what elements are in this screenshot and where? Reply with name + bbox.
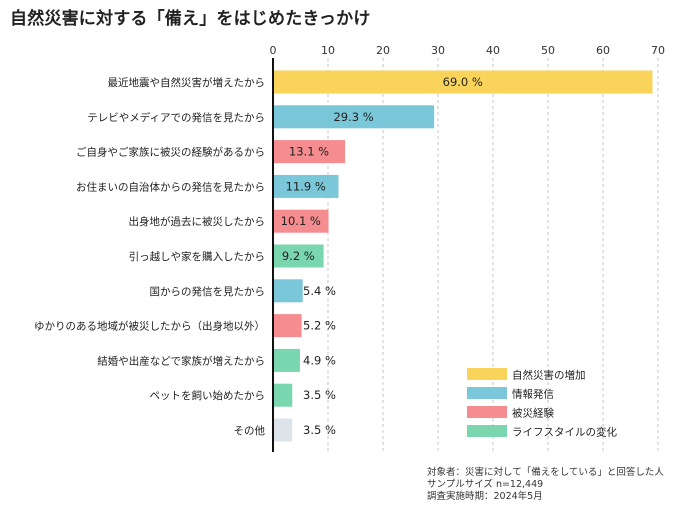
- value-label: 69.0 %: [443, 75, 483, 89]
- x-tick-label: 40: [486, 44, 500, 57]
- value-label: 11.9 %: [286, 179, 326, 193]
- footnote-survey-period: 調査実施時期：2024年5月: [427, 491, 543, 502]
- value-label: 29.3 %: [333, 110, 373, 124]
- x-tick-label: 10: [321, 44, 335, 57]
- value-label: 3.5 %: [303, 423, 336, 437]
- footnote: 対象者：災害に対して「備えをしている」と回答した人 サンプルサイズ n=12,4…: [427, 467, 664, 503]
- x-tick-label: 50: [541, 44, 555, 57]
- category-label: 最近地震や自然災害が増えたから: [108, 76, 266, 89]
- value-label: 5.2 %: [303, 319, 336, 333]
- legend-label: 被災経験: [512, 407, 554, 420]
- legend-swatch: [467, 368, 507, 380]
- bar: [273, 348, 300, 372]
- category-label: テレビやメディアでの発信を見たから: [87, 111, 265, 124]
- footnote-sample-size: サンプルサイズ n=12,449: [427, 479, 544, 490]
- chart-title: 自然災害に対する「備え」をはじめたきっかけ: [10, 9, 371, 29]
- footnote-target: 対象者：災害に対して「備えをしている」と回答した人: [427, 467, 664, 478]
- bar: [273, 174, 339, 198]
- value-label: 5.4 %: [303, 284, 336, 298]
- value-label: 4.9 %: [303, 353, 336, 367]
- legend-swatch: [467, 406, 507, 418]
- category-label: 結婚や出産などで家族が増えたから: [97, 354, 265, 367]
- value-label: 9.2 %: [282, 249, 315, 263]
- x-tick-label: 70: [651, 44, 665, 57]
- category-label: お住まいの自治体からの発信を見たから: [76, 180, 265, 193]
- bar: [273, 70, 653, 94]
- category-label: 出身地が過去に被災したから: [129, 215, 266, 228]
- category-label: 国からの発信を見たから: [150, 285, 266, 298]
- category-label: 引っ越しや家を購入したから: [129, 250, 265, 263]
- x-tick-label: 0: [270, 44, 277, 57]
- value-label: 13.1 %: [289, 145, 329, 159]
- legend-swatch: [467, 387, 507, 399]
- x-tick-label: 60: [596, 44, 610, 57]
- bar: [273, 244, 324, 268]
- bar: [273, 279, 303, 303]
- x-tick-label: 30: [431, 44, 445, 57]
- category-label: ペットを飼い始めたから: [150, 389, 266, 402]
- value-label: 3.5 %: [303, 388, 336, 402]
- legend-label: ライフスタイルの変化: [512, 426, 617, 439]
- bar: [273, 383, 293, 407]
- value-label: 10.1 %: [281, 214, 321, 228]
- bar: [273, 140, 346, 164]
- category-label: ご自身やご家族に被災の経験があるから: [76, 146, 265, 159]
- bar: [273, 209, 329, 233]
- x-tick-label: 20: [376, 44, 390, 57]
- category-label: ゆかりのある地域が被災したから（出身地以外）: [34, 320, 265, 333]
- bar: [273, 314, 302, 338]
- bar: [273, 418, 293, 442]
- legend-swatch: [467, 425, 507, 437]
- bar: [273, 105, 435, 129]
- legend-label: 情報発信: [512, 388, 554, 401]
- category-label: その他: [234, 424, 266, 437]
- legend-label: 自然災害の増加: [512, 369, 586, 382]
